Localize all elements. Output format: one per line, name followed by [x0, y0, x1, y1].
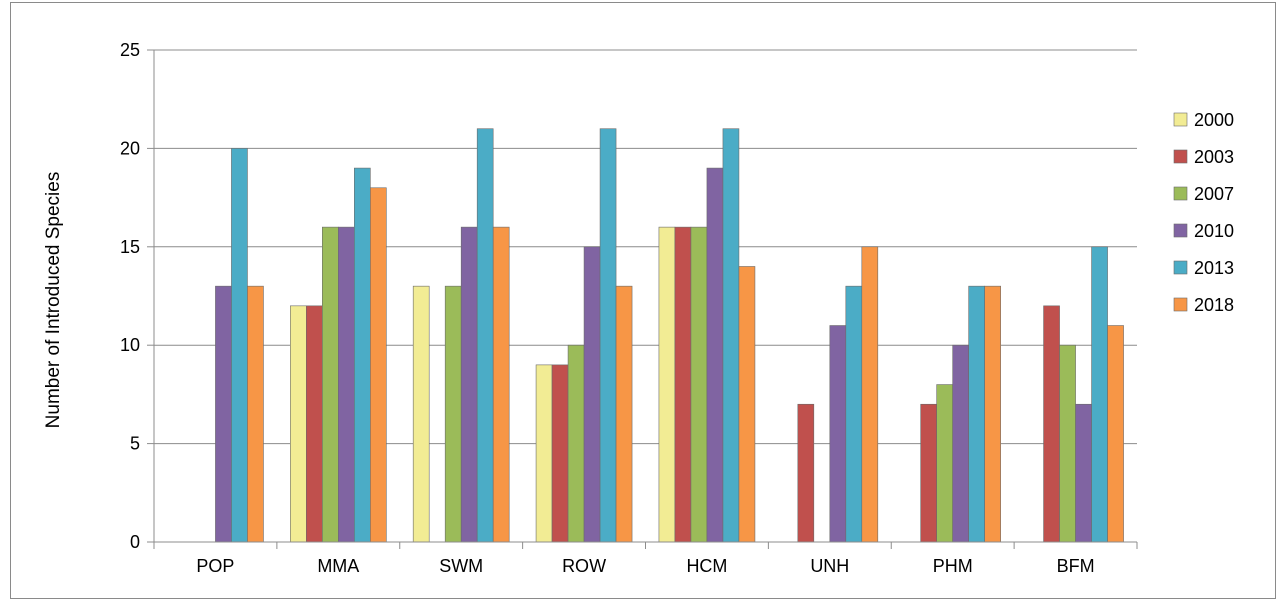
bar-row-2007 [567, 344, 585, 543]
bar-hcm-2018 [738, 266, 756, 543]
bar-phm-2013 [968, 285, 985, 543]
bar-row-2010 [583, 246, 601, 543]
y-tick-label: 0 [130, 532, 140, 552]
bar-hcm-2007 [690, 226, 708, 543]
bar-bfm-2003 [1043, 305, 1060, 543]
legend-swatch-2003 [1173, 149, 1188, 164]
bar-bfm-2007 [1059, 344, 1076, 543]
bar-unh-2013 [845, 285, 863, 543]
bar-mma-2010 [338, 226, 355, 543]
bar-mma-2003 [306, 305, 323, 543]
bar-bfm-2010 [1075, 403, 1092, 543]
chart-frame: 0 5 10 15 20 25 POP MMA SWM ROW HCM UNH PHM BFM Numb… [10, 2, 1276, 599]
axes [147, 49, 1138, 549]
y-tick-label: 25 [120, 40, 140, 60]
legend-label-2018: 2018 [1194, 295, 1234, 315]
y-tick-label: 5 [130, 434, 140, 454]
bar-hcm-2003 [674, 226, 692, 543]
bar-phm-2018 [984, 285, 1001, 543]
bar-swm-2000 [412, 285, 430, 543]
x-tick-label-row: ROW [562, 556, 606, 576]
bar-bfm-2013 [1091, 246, 1108, 543]
bar-mma-2013 [354, 167, 371, 543]
legend-swatch-2007 [1173, 186, 1188, 201]
y-tick-label: 20 [120, 138, 140, 158]
legend: 2000 2003 2007 2010 2013 2018 [1173, 110, 1234, 315]
x-axis-tick-labels: POP MMA SWM ROW HCM UNH PHM BFM [196, 556, 1094, 576]
bar-phm-2007 [936, 384, 953, 543]
bar-bfm-2018 [1107, 325, 1124, 543]
bar-pop-2018 [247, 285, 264, 543]
bar-mma-2000 [290, 305, 307, 543]
bar-row-2000 [535, 364, 553, 543]
bar-hcm-2010 [706, 167, 724, 543]
bar-swm-2007 [444, 285, 462, 543]
bar-row-2018 [615, 285, 633, 543]
bar-pop-2010 [215, 285, 232, 543]
bar-mma-2007 [322, 226, 339, 543]
bar-hcm-2000 [658, 226, 676, 543]
legend-label-2013: 2013 [1194, 258, 1234, 278]
bar-pop-2013 [231, 148, 248, 543]
legend-swatch-2013 [1173, 260, 1188, 275]
bar-row-2013 [599, 128, 617, 543]
x-tick-label-swm: SWM [439, 556, 483, 576]
bar-phm-2003 [920, 403, 937, 543]
legend-swatch-2000 [1173, 112, 1188, 127]
legend-swatch-2018 [1173, 297, 1188, 312]
bar-phm-2010 [952, 344, 969, 543]
x-tick-label-bfm: BFM [1057, 556, 1095, 576]
legend-label-2000: 2000 [1194, 110, 1234, 130]
bar-unh-2003 [797, 403, 815, 543]
legend-swatch-2010 [1173, 223, 1188, 238]
bar-mma-2018 [370, 187, 387, 543]
legend-label-2007: 2007 [1194, 184, 1234, 204]
x-tick-label-hcm: HCM [686, 556, 727, 576]
bar-unh-2010 [829, 325, 847, 543]
bar-swm-2013 [476, 128, 494, 543]
bar-swm-2010 [460, 226, 478, 543]
legend-label-2010: 2010 [1194, 221, 1234, 241]
bar-hcm-2013 [722, 128, 740, 543]
bars [215, 128, 1124, 543]
legend-label-2003: 2003 [1194, 147, 1234, 167]
bar-swm-2018 [492, 226, 510, 543]
bar-unh-2018 [861, 246, 879, 543]
bar-chart: 0 5 10 15 20 25 POP MMA SWM ROW HCM UNH PHM BFM Numb… [43, 40, 1234, 576]
bar-row-2003 [551, 364, 569, 543]
y-tick-label: 15 [120, 237, 140, 257]
x-tick-label-phm: PHM [933, 556, 973, 576]
y-axis-title: Number of Introduced Species [43, 172, 64, 429]
x-tick-label-pop: POP [196, 556, 234, 576]
y-tick-label: 10 [120, 335, 140, 355]
x-tick-label-mma: MMA [317, 556, 359, 576]
x-tick-label-unh: UNH [810, 556, 849, 576]
y-axis-tick-labels: 0 5 10 15 20 25 [120, 40, 140, 552]
